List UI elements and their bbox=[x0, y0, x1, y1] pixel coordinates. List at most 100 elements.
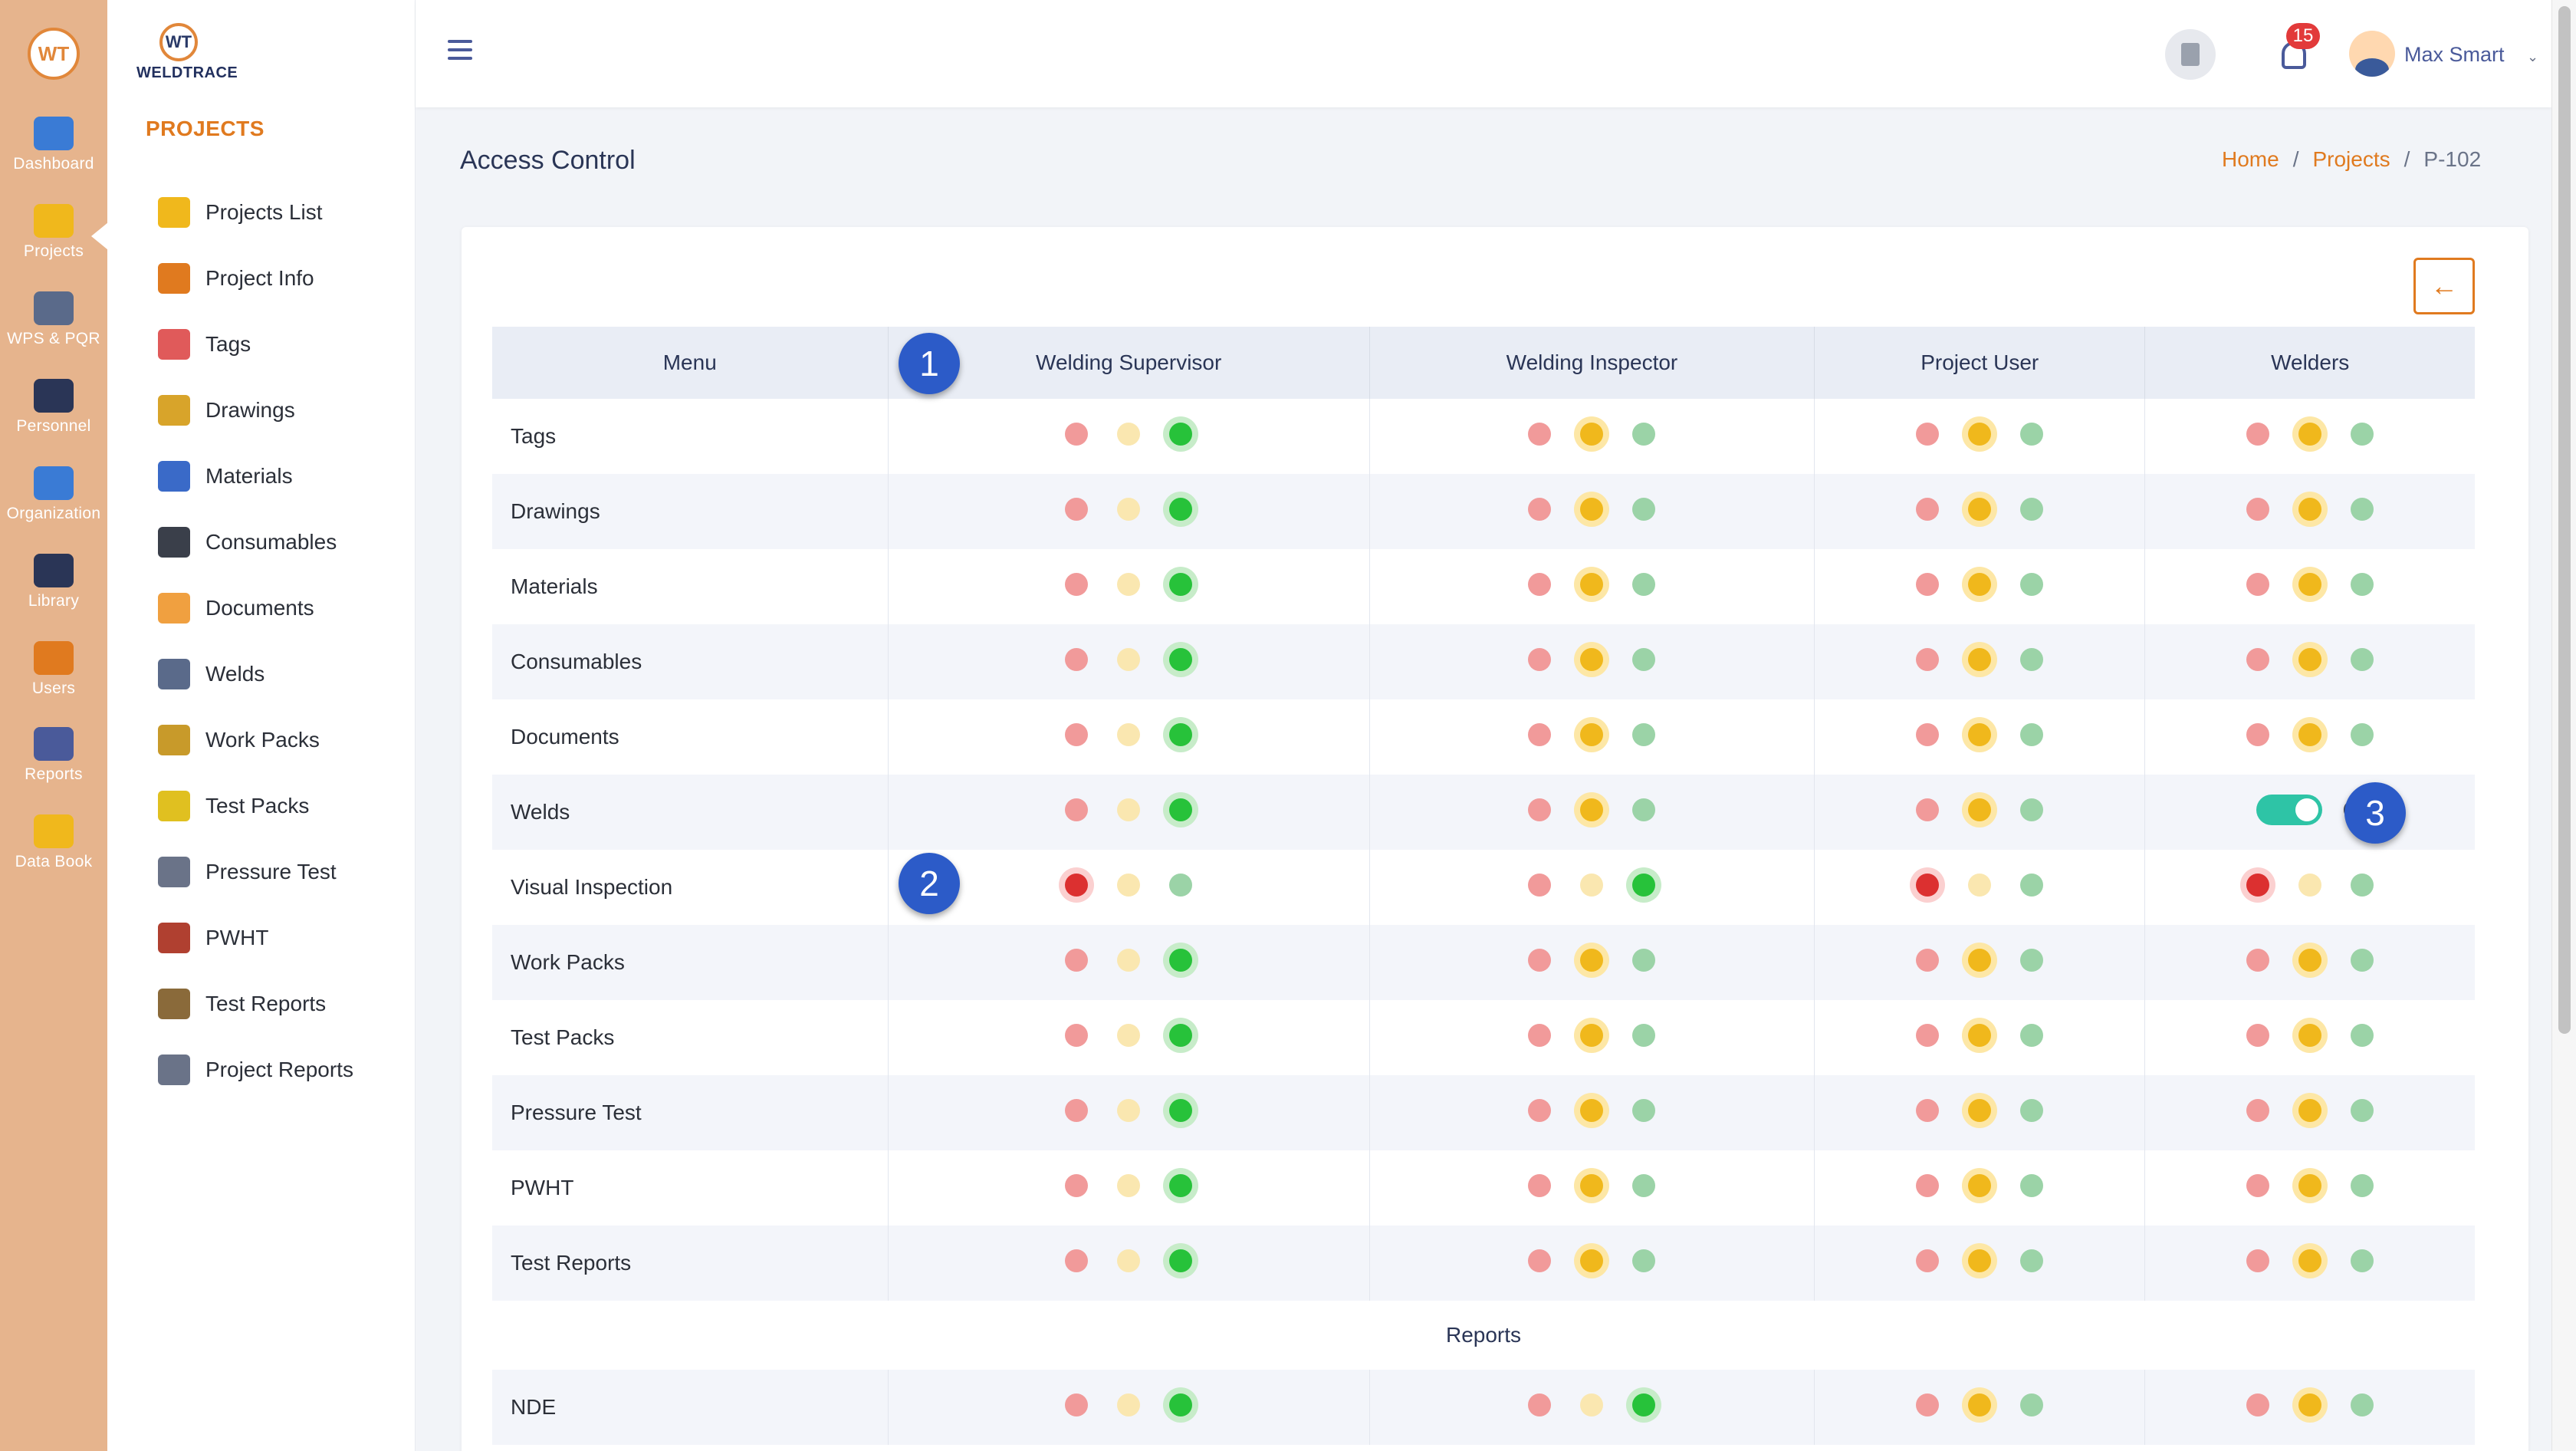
user-menu[interactable]: Max Smart bbox=[2404, 43, 2505, 66]
view-access-option[interactable] bbox=[1117, 1393, 1141, 1416]
full-access-option[interactable] bbox=[2351, 647, 2374, 671]
app-logo[interactable]: WT bbox=[28, 28, 80, 80]
full-access-option[interactable] bbox=[2020, 497, 2044, 521]
view-access-option[interactable] bbox=[1968, 722, 1992, 746]
view-access-option[interactable] bbox=[1580, 873, 1604, 897]
no-access-option[interactable] bbox=[1528, 647, 1552, 671]
no-access-option[interactable] bbox=[1528, 873, 1552, 897]
no-access-option[interactable] bbox=[1065, 873, 1089, 897]
no-access-option[interactable] bbox=[1528, 497, 1552, 521]
full-access-option[interactable] bbox=[1632, 572, 1656, 596]
no-access-option[interactable] bbox=[1916, 497, 1940, 521]
sidebar-item-welds[interactable]: Welds bbox=[158, 641, 403, 707]
view-access-option[interactable] bbox=[1117, 798, 1141, 821]
full-access-option[interactable] bbox=[1169, 422, 1193, 446]
no-access-option[interactable] bbox=[2246, 1098, 2270, 1122]
nav-organization[interactable]: Organization bbox=[0, 466, 107, 523]
view-access-option[interactable] bbox=[1117, 422, 1141, 446]
view-access-option[interactable] bbox=[1117, 873, 1141, 897]
brand-logo[interactable]: WT WELDTRACE bbox=[136, 23, 259, 84]
full-access-option[interactable] bbox=[1169, 1098, 1193, 1122]
full-access-option[interactable] bbox=[2020, 798, 2044, 821]
view-access-option[interactable] bbox=[1580, 1023, 1604, 1047]
full-access-option[interactable] bbox=[2020, 1098, 2044, 1122]
view-access-option[interactable] bbox=[1117, 948, 1141, 972]
view-access-option[interactable] bbox=[1968, 572, 1992, 596]
view-access-option[interactable] bbox=[2298, 1023, 2322, 1047]
full-access-option[interactable] bbox=[1632, 1249, 1656, 1272]
no-access-option[interactable] bbox=[2246, 1249, 2270, 1272]
nav-data-book[interactable]: Data Book bbox=[0, 814, 107, 871]
full-access-option[interactable] bbox=[1632, 873, 1656, 897]
sidebar-item-tags[interactable]: Tags bbox=[158, 311, 403, 377]
view-access-option[interactable] bbox=[1968, 497, 1992, 521]
full-access-option[interactable] bbox=[1632, 1393, 1656, 1416]
view-access-option[interactable] bbox=[1117, 1173, 1141, 1197]
no-access-option[interactable] bbox=[1528, 1098, 1552, 1122]
sidebar-item-project-reports[interactable]: Project Reports bbox=[158, 1037, 403, 1103]
full-access-option[interactable] bbox=[1169, 1249, 1193, 1272]
view-access-option[interactable] bbox=[2298, 1249, 2322, 1272]
full-access-option[interactable] bbox=[2020, 1173, 2044, 1197]
full-access-option[interactable] bbox=[2020, 1393, 2044, 1416]
view-access-option[interactable] bbox=[1117, 1023, 1141, 1047]
nav-users[interactable]: Users bbox=[0, 641, 107, 698]
view-access-option[interactable] bbox=[2298, 948, 2322, 972]
view-access-option[interactable] bbox=[1117, 722, 1141, 746]
full-access-option[interactable] bbox=[1632, 647, 1656, 671]
no-access-option[interactable] bbox=[1916, 1393, 1940, 1416]
full-access-option[interactable] bbox=[2351, 873, 2374, 897]
chevron-down-icon[interactable]: ⌄ bbox=[2527, 49, 2539, 64]
full-access-option[interactable] bbox=[2351, 1173, 2374, 1197]
view-access-option[interactable] bbox=[2298, 422, 2322, 446]
full-access-option[interactable] bbox=[2351, 722, 2374, 746]
full-access-option[interactable] bbox=[2020, 948, 2044, 972]
view-access-option[interactable] bbox=[1117, 1249, 1141, 1272]
no-access-option[interactable] bbox=[1528, 1249, 1552, 1272]
no-access-option[interactable] bbox=[2246, 1393, 2270, 1416]
full-access-option[interactable] bbox=[2020, 1249, 2044, 1272]
no-access-option[interactable] bbox=[1916, 1249, 1940, 1272]
no-access-option[interactable] bbox=[2246, 422, 2270, 446]
view-access-option[interactable] bbox=[1580, 798, 1604, 821]
full-access-option[interactable] bbox=[2351, 422, 2374, 446]
view-access-option[interactable] bbox=[2298, 1393, 2322, 1416]
view-access-option[interactable] bbox=[1117, 572, 1141, 596]
full-access-option[interactable] bbox=[2020, 422, 2044, 446]
avatar[interactable] bbox=[2349, 31, 2395, 77]
full-access-option[interactable] bbox=[1632, 422, 1656, 446]
no-access-option[interactable] bbox=[1916, 948, 1940, 972]
no-access-option[interactable] bbox=[2246, 1023, 2270, 1047]
view-access-option[interactable] bbox=[1968, 1023, 1992, 1047]
back-button[interactable]: ← bbox=[2413, 258, 2475, 314]
view-access-option[interactable] bbox=[2298, 1098, 2322, 1122]
no-access-option[interactable] bbox=[1065, 798, 1089, 821]
no-access-option[interactable] bbox=[1065, 572, 1089, 596]
no-access-option[interactable] bbox=[1916, 647, 1940, 671]
nav-library[interactable]: Library bbox=[0, 554, 107, 610]
no-access-option[interactable] bbox=[1528, 1023, 1552, 1047]
no-access-option[interactable] bbox=[1528, 1393, 1552, 1416]
nav-reports[interactable]: Reports bbox=[0, 727, 107, 784]
view-access-option[interactable] bbox=[2298, 722, 2322, 746]
view-access-option[interactable] bbox=[1580, 1393, 1604, 1416]
view-access-option[interactable] bbox=[1580, 422, 1604, 446]
nav-projects[interactable]: Projects bbox=[0, 204, 107, 261]
full-access-option[interactable] bbox=[1169, 497, 1193, 521]
sidebar-item-drawings[interactable]: Drawings bbox=[158, 377, 403, 443]
guide-button[interactable] bbox=[2165, 29, 2216, 80]
full-access-option[interactable] bbox=[1169, 572, 1193, 596]
view-access-option[interactable] bbox=[1580, 572, 1604, 596]
sidebar-item-pressure-test[interactable]: Pressure Test bbox=[158, 839, 403, 905]
full-access-option[interactable] bbox=[1632, 1023, 1656, 1047]
no-access-option[interactable] bbox=[1065, 1249, 1089, 1272]
full-access-option[interactable] bbox=[2351, 572, 2374, 596]
no-access-option[interactable] bbox=[2246, 647, 2270, 671]
no-access-option[interactable] bbox=[1065, 722, 1089, 746]
no-access-option[interactable] bbox=[2246, 497, 2270, 521]
notifications-button[interactable]: 15 bbox=[2271, 23, 2320, 80]
full-access-option[interactable] bbox=[1169, 1173, 1193, 1197]
full-access-option[interactable] bbox=[1169, 948, 1193, 972]
no-access-option[interactable] bbox=[1065, 497, 1089, 521]
full-access-option[interactable] bbox=[2351, 1098, 2374, 1122]
